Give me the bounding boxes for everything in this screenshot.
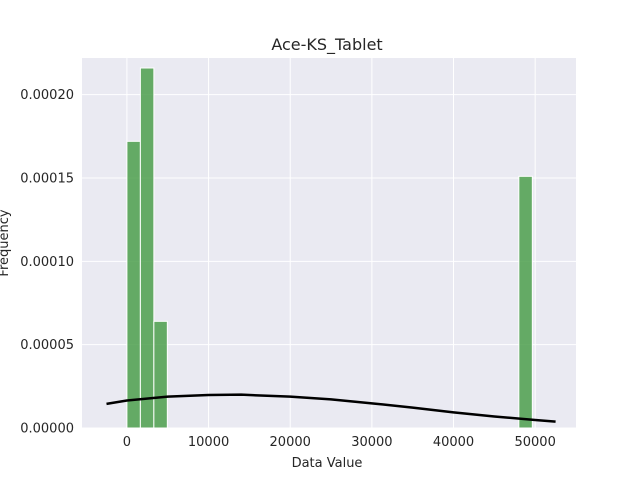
- y-tick-label: 0.00000: [20, 422, 74, 437]
- y-tick-label: 0.00020: [20, 88, 74, 103]
- y-tick-labels: 0.00000 0.00005 0.00010 0.00015 0.00020: [20, 88, 74, 436]
- x-axis-label: Data Value: [292, 456, 363, 471]
- y-tick-label: 0.00010: [20, 255, 74, 270]
- histogram-bar: [126, 140, 141, 429]
- x-tick-label: 20000: [270, 435, 311, 450]
- x-tick-labels: 0 10000 20000 30000 40000 50000: [123, 435, 556, 450]
- histogram-bars: [126, 67, 533, 429]
- histogram-bar: [518, 175, 533, 429]
- x-tick-label: 30000: [351, 435, 392, 450]
- x-tick-label: 10000: [188, 435, 229, 450]
- x-tick-label: 50000: [514, 435, 555, 450]
- y-tick-label: 0.00015: [20, 172, 74, 187]
- chart-title: Ace-KS_Tablet: [271, 35, 382, 55]
- x-tick-label: 40000: [433, 435, 474, 450]
- y-tick-label: 0.00005: [20, 338, 74, 353]
- histogram-bar: [153, 320, 168, 429]
- density-curve: [106, 393, 556, 423]
- histogram-bar: [139, 67, 155, 429]
- x-tick-label: 0: [123, 435, 131, 450]
- y-axis-label: Frequency: [0, 209, 12, 276]
